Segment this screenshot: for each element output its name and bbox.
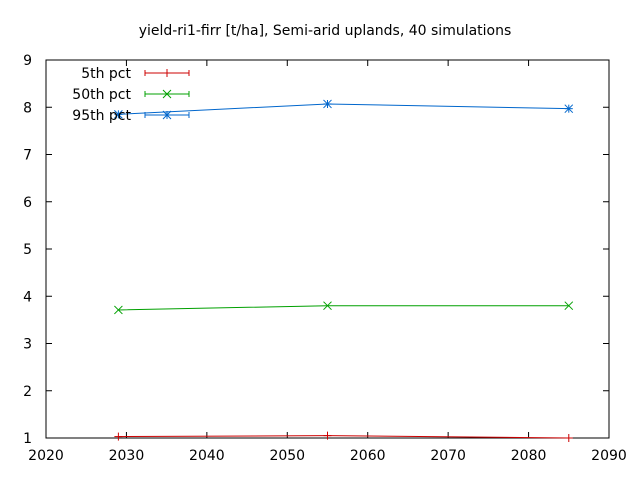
y-tick-label: 3 bbox=[23, 337, 32, 353]
data-point bbox=[114, 109, 123, 119]
y-tick-label: 7 bbox=[23, 148, 32, 164]
y-tick-label: 9 bbox=[23, 53, 32, 69]
data-point bbox=[114, 305, 123, 315]
x-tick-label: 2090 bbox=[591, 448, 627, 464]
data-point bbox=[564, 104, 574, 114]
series-layer bbox=[114, 99, 574, 442]
data-point bbox=[323, 431, 332, 440]
y-tick-label: 2 bbox=[23, 384, 32, 400]
legend-label: 95th pct bbox=[72, 108, 131, 124]
y-tick-label: 1 bbox=[23, 431, 32, 447]
legend-entry: 95th pct bbox=[72, 108, 190, 124]
x-tick-label: 2070 bbox=[430, 448, 466, 464]
legend-label: 5th pct bbox=[81, 66, 131, 82]
x-tick-label: 2080 bbox=[511, 448, 547, 464]
series-2 bbox=[114, 301, 574, 315]
x-tick-label: 2030 bbox=[109, 448, 145, 464]
x-tick-label: 2060 bbox=[350, 448, 386, 464]
y-tick-label: 8 bbox=[23, 100, 32, 116]
chart-title: yield-ri1-firr [t/ha], Semi-arid uplands… bbox=[139, 23, 512, 39]
series-3 bbox=[114, 99, 574, 119]
axes: 2020 2030 2040 2050 2060 2070 2080 2090 1 2 3 4 5 6 7 8… bbox=[23, 53, 627, 464]
x-tick-label: 2050 bbox=[269, 448, 305, 464]
y-tick-label: 4 bbox=[23, 289, 32, 305]
legend-entry: 5th pct bbox=[81, 66, 190, 82]
y-tick-label: 5 bbox=[23, 242, 32, 258]
data-point bbox=[323, 301, 332, 311]
data-point bbox=[114, 432, 123, 441]
legend-marker bbox=[163, 69, 171, 77]
data-point bbox=[323, 99, 332, 109]
data-point bbox=[564, 301, 574, 311]
data-point bbox=[564, 434, 573, 442]
legend: 5th pct 50th pct 95th pct bbox=[72, 66, 190, 124]
series-1 bbox=[114, 431, 573, 442]
legend-marker bbox=[162, 89, 172, 99]
series-line bbox=[118, 305, 569, 311]
legend-entry: 50th pct bbox=[72, 87, 190, 103]
legend-label: 50th pct bbox=[72, 87, 131, 103]
x-tick-label: 2040 bbox=[189, 448, 225, 464]
legend-marker bbox=[162, 110, 172, 120]
y-tick-label: 6 bbox=[23, 195, 32, 211]
x-tick-label: 2020 bbox=[28, 448, 64, 464]
series-line bbox=[118, 103, 569, 115]
